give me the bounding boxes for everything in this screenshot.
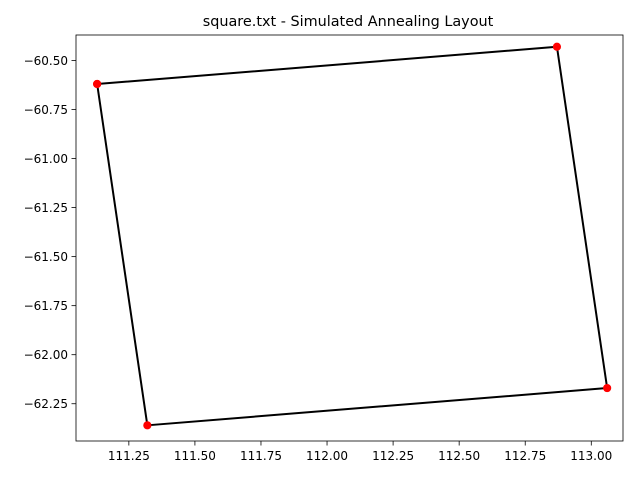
plot-area: 111.25 111.50 111.75 112.00 112.25 112.50 112.… — [24, 34, 624, 463]
y-tick-label: −61.50 — [24, 250, 68, 264]
x-tick-label: 113.00 — [570, 449, 612, 463]
chart-title: square.txt - Simulated Annealing Layout — [203, 14, 494, 30]
data-point — [552, 42, 562, 51]
x-tick-label: 112.00 — [306, 449, 348, 463]
y-tick-label: −60.75 — [24, 103, 68, 117]
x-tick-label: 112.25 — [372, 449, 414, 463]
x-tick-label: 112.75 — [504, 449, 546, 463]
y-tick-label: −62.25 — [24, 397, 68, 411]
x-tick-label: 111.75 — [240, 449, 282, 463]
axes-frame — [75, 34, 624, 442]
data-point — [93, 79, 102, 89]
x-tick-label: 111.25 — [108, 449, 150, 463]
y-tick-label: −61.25 — [24, 201, 68, 215]
data-point — [603, 383, 612, 393]
x-tick-label: 111.50 — [174, 449, 216, 463]
y-tick-label: −60.50 — [24, 54, 68, 68]
y-tick-label: −62.00 — [24, 348, 68, 362]
y-tick-label: −61.75 — [24, 299, 68, 313]
data-point — [143, 421, 152, 430]
y-tick-label: −61.00 — [24, 152, 68, 166]
x-tick-label: 112.50 — [438, 449, 480, 463]
